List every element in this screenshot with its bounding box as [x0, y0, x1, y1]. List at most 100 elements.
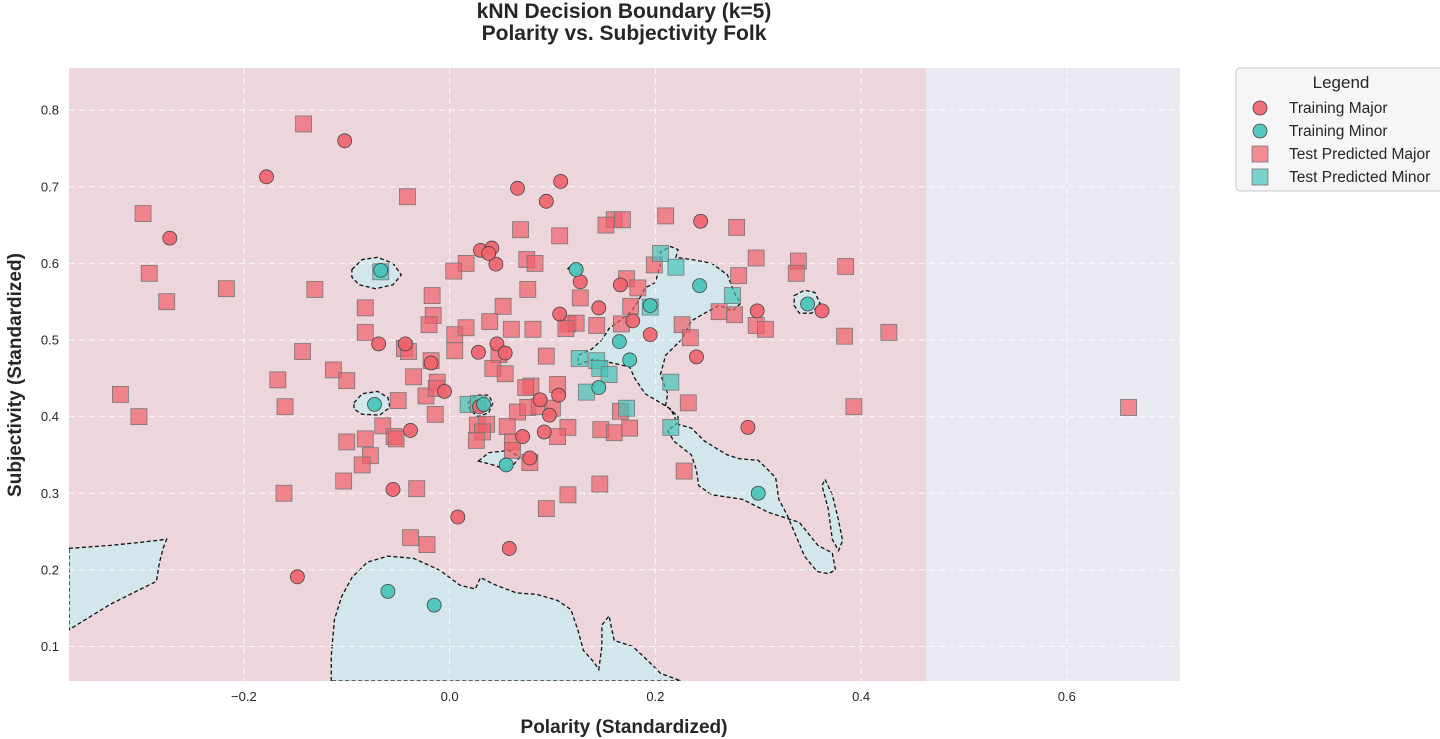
test-predicted-minor-point	[570, 350, 588, 367]
training-major-point	[510, 180, 525, 196]
test-predicted-major-point	[681, 329, 699, 347]
test-predicted-major-point	[276, 398, 294, 416]
test-predicted-minor-point	[652, 245, 669, 262]
test-predicted-major-point	[710, 303, 728, 321]
test-predicted-major-point	[356, 430, 374, 448]
training-minor-point	[476, 396, 491, 412]
legend-marker-test-predicted-minor	[1251, 168, 1269, 186]
training-major-point	[385, 482, 401, 497]
training-major-point	[591, 300, 607, 316]
test-predicted-major-point	[446, 342, 464, 360]
test-predicted-major-point	[747, 249, 765, 267]
legend-label-test-predicted-minor: Test Predicted Minor	[1289, 169, 1430, 186]
test-predicted-major-point	[621, 419, 639, 437]
training-major-point	[538, 193, 554, 209]
x-axis-label: Polarity (Standardized)	[521, 717, 728, 738]
training-major-point	[337, 133, 353, 149]
y-tick-label: 0.5	[41, 333, 59, 348]
legend-frame	[1235, 67, 1440, 192]
test-predicted-major-point	[730, 267, 748, 285]
test-predicted-minor-point	[667, 258, 685, 276]
test-predicted-major-point	[130, 408, 148, 426]
test-predicted-major-point	[140, 264, 158, 282]
training-major-point	[481, 246, 497, 261]
training-major-point	[488, 256, 504, 272]
y-tick-label: 0.3	[41, 486, 59, 501]
plot-area	[69, 68, 1180, 681]
y-axis-ticks: 0.1 0.2 0.3 0.4 0.5 0.6 0.7 0.8	[41, 103, 59, 654]
x-tick-label: 0.4	[852, 689, 870, 704]
test-predicted-major-point	[519, 281, 537, 298]
training-minor-point	[692, 278, 707, 294]
training-major-point	[552, 306, 568, 322]
test-predicted-major-point	[571, 289, 589, 307]
legend-label-training-minor: Training Minor	[1289, 123, 1388, 140]
test-predicted-major-point	[217, 280, 235, 298]
test-predicted-major-point	[549, 428, 567, 445]
test-predicted-major-point	[629, 279, 647, 297]
chart-subtitle: Polarity vs. Subjectivity Folk	[482, 22, 767, 45]
training-major-point	[536, 424, 552, 440]
y-tick-label: 0.4	[41, 409, 59, 424]
x-tick-label: 0.6	[1058, 689, 1076, 704]
test-predicted-major-point	[559, 486, 577, 504]
test-predicted-major-point	[338, 372, 356, 390]
training-major-point	[515, 429, 531, 444]
training-major-point	[551, 387, 567, 403]
test-predicted-major-point	[726, 306, 743, 324]
test-predicted-major-point	[338, 433, 356, 451]
test-predicted-major-point	[836, 327, 854, 345]
y-tick-label: 0.1	[41, 639, 59, 654]
training-major-point	[371, 336, 387, 352]
legend-marker-test-predicted-major	[1251, 145, 1269, 163]
test-predicted-minor-point	[724, 287, 741, 304]
training-major-point	[625, 313, 641, 329]
legend-title: Legend	[1313, 73, 1370, 92]
minor-decision-region-9	[330, 555, 682, 681]
y-tick-label: 0.6	[41, 256, 59, 271]
x-tick-label: 0.0	[441, 689, 459, 704]
training-major-point	[749, 303, 765, 319]
test-predicted-major-point	[557, 320, 575, 337]
training-major-point	[572, 274, 588, 290]
training-major-point	[689, 349, 704, 365]
test-predicted-major-point	[787, 264, 805, 282]
test-predicted-major-point	[614, 211, 631, 229]
test-predicted-major-point	[399, 188, 416, 206]
test-predicted-major-point	[588, 317, 606, 334]
legend-label-training-major: Training Major	[1289, 100, 1388, 117]
training-minor-point	[367, 396, 382, 412]
test-predicted-major-point	[356, 323, 374, 341]
legend-marker-training-minor	[1252, 123, 1268, 139]
test-predicted-major-point	[494, 297, 512, 315]
training-major-point	[403, 423, 418, 438]
test-predicted-major-point	[269, 371, 287, 389]
test-predicted-major-point	[457, 319, 475, 337]
x-tick-label: −0.2	[231, 689, 257, 704]
training-minor-point	[568, 262, 584, 277]
plot-content	[69, 68, 1180, 681]
training-minor-point	[380, 583, 396, 599]
test-predicted-major-point	[408, 480, 426, 498]
test-predicted-major-point	[418, 536, 436, 554]
training-major-point	[471, 344, 486, 360]
test-predicted-major-point	[524, 320, 542, 338]
test-predicted-major-point	[423, 287, 441, 304]
test-predicted-major-point	[845, 398, 863, 416]
training-minor-point	[498, 457, 514, 473]
test-predicted-minor-point	[618, 399, 635, 417]
test-predicted-major-point	[512, 221, 530, 239]
legend: Legend Training Major Training Minor Test …	[1235, 67, 1440, 192]
test-predicted-major-point	[591, 475, 609, 493]
training-minor-point	[426, 597, 442, 613]
y-axis-label: Subjectivity (Standardized)	[5, 253, 26, 497]
x-axis-ticks: −0.2 0.0 0.2 0.4 0.6	[231, 689, 1076, 704]
y-tick-label: 0.8	[41, 103, 59, 118]
test-predicted-major-point	[158, 293, 176, 311]
minor-decision-region-8	[69, 538, 168, 631]
test-predicted-major-point	[517, 379, 535, 396]
training-major-point	[642, 327, 658, 343]
test-predicted-major-point	[605, 424, 623, 442]
training-major-point	[162, 230, 178, 246]
training-major-point	[437, 383, 452, 399]
